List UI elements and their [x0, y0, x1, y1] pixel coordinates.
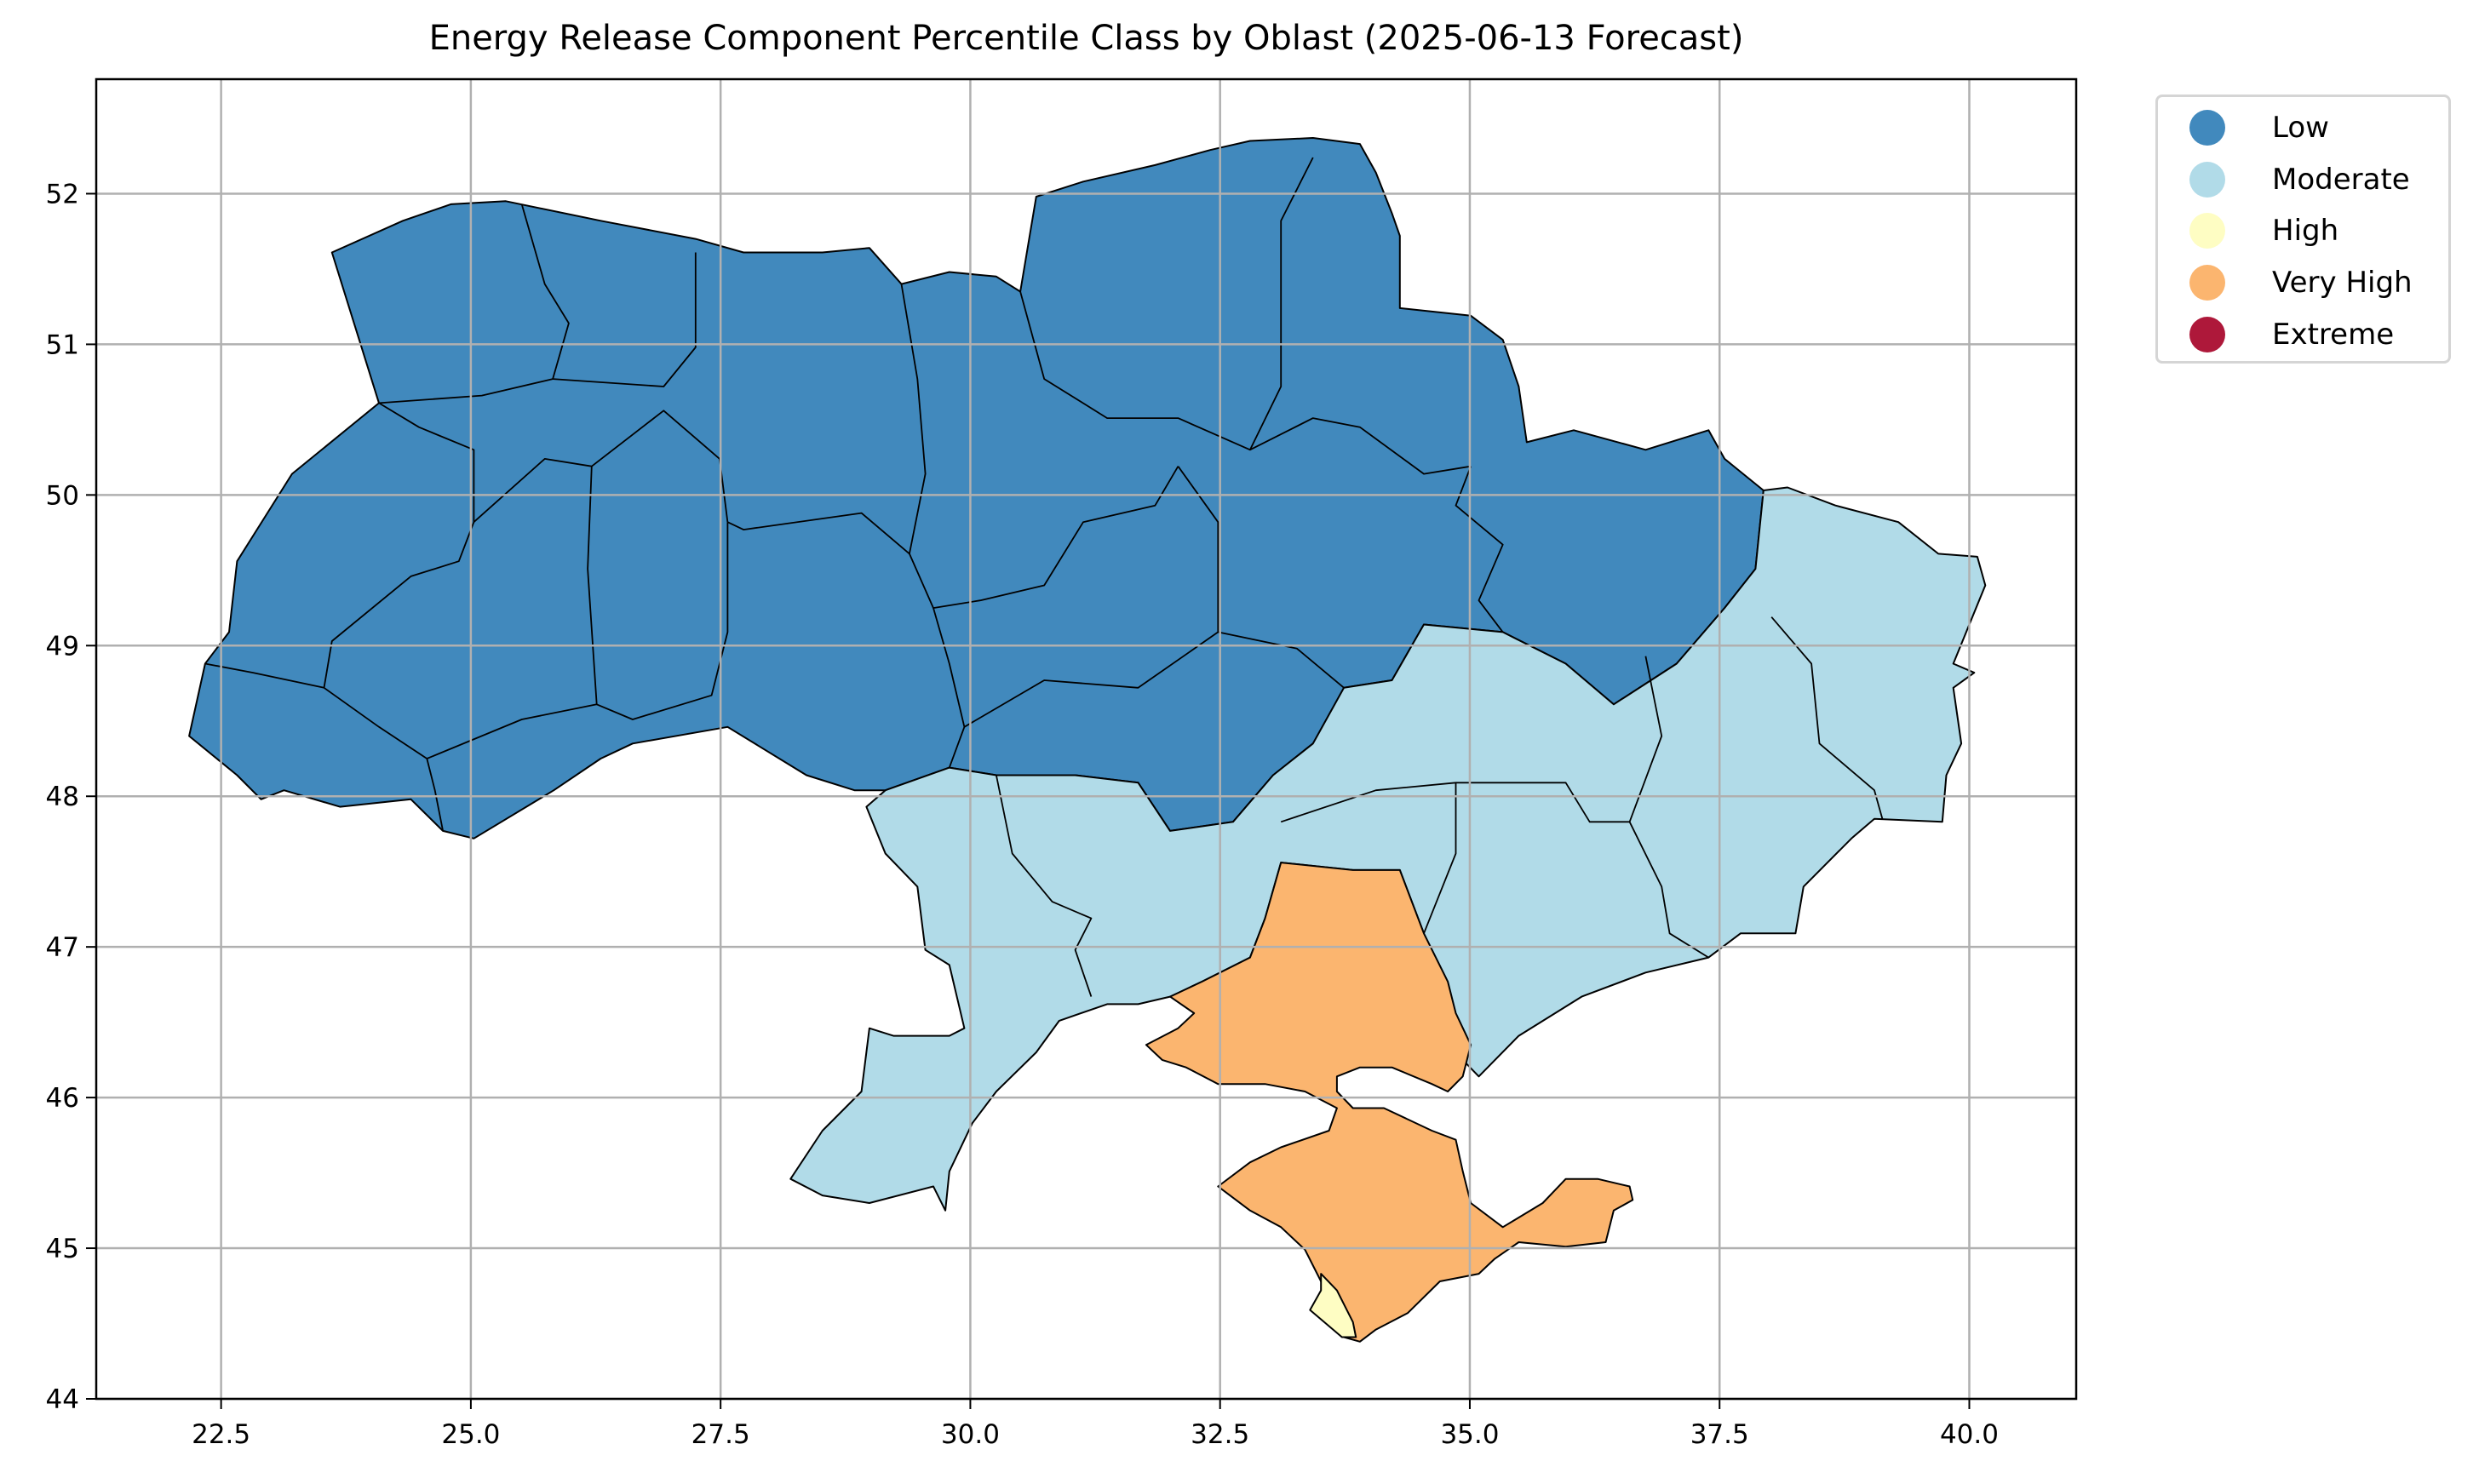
oblast-boundary: [1249, 417, 1472, 475]
region-very-high: [1145, 862, 1634, 1343]
oblast-boundary: [1218, 631, 1345, 689]
y-tick-label: 47: [46, 932, 79, 963]
oblast-boundary: [378, 203, 570, 404]
oblast-boundary: [1423, 782, 1457, 934]
x-tick-label: 37.5: [1690, 1419, 1749, 1450]
legend-label: High: [2272, 214, 2339, 248]
legend-marker-very-high: [2189, 265, 2225, 301]
legend-marker-low: [2189, 110, 2225, 146]
legend-item-extreme: Extreme: [2158, 313, 2394, 356]
legend-marker-high: [2189, 213, 2225, 249]
x-tick-label: 35.0: [1440, 1419, 1499, 1450]
oblast-boundary: [932, 607, 966, 768]
x-tick-label: 22.5: [192, 1419, 250, 1450]
oblast-boundary: [553, 252, 697, 387]
x-tick-label: 40.0: [1940, 1419, 1999, 1450]
oblast-boundary: [1019, 157, 1314, 451]
x-tick-label: 30.0: [941, 1419, 1000, 1450]
oblast-boundary: [1770, 616, 1884, 820]
oblast-boundary: [426, 703, 597, 759]
y-tick-label: 45: [46, 1234, 79, 1264]
legend-item-high: High: [2158, 209, 2338, 252]
legend-marker-moderate: [2189, 162, 2225, 198]
oblast-boundary: [323, 402, 475, 688]
legend-marker-extreme: [2189, 317, 2225, 352]
y-tick-label: 48: [46, 782, 79, 812]
legend: Low Moderate High Very High Extreme: [2155, 95, 2451, 364]
legend-label: Extreme: [2272, 318, 2395, 352]
legend-label: Moderate: [2272, 163, 2410, 197]
oblast-boundary: [963, 466, 1219, 728]
region-high: [1309, 1273, 1357, 1338]
x-tick-label: 32.5: [1191, 1419, 1249, 1450]
oblast-boundary: [204, 662, 444, 832]
regions-layer: [188, 137, 1987, 1343]
legend-item-very-high: Very High: [2158, 261, 2413, 304]
y-tick-label: 50: [46, 480, 79, 511]
region-moderate: [789, 486, 1987, 1212]
legend-label: Very High: [2272, 266, 2413, 300]
y-tick-label: 44: [46, 1384, 79, 1415]
legend-label: Low: [2272, 111, 2329, 145]
oblast-boundary: [996, 775, 1093, 997]
axes-layer: 22.5 25.0 27.5 30.0 32.5 35.0 37.5 40.0 44 45 46 47…: [46, 77, 2078, 1450]
y-tick-label: 46: [46, 1083, 79, 1114]
y-tick-label: 51: [46, 329, 79, 360]
oblast-boundary: [587, 466, 729, 720]
y-tick-label: 52: [46, 179, 79, 209]
oblast-boundary: [1455, 466, 1504, 633]
oblast-boundaries-layer: [204, 157, 1884, 997]
plot-frame: [95, 77, 2078, 1401]
oblast-boundary: [1628, 656, 1709, 959]
x-tick-label: 27.5: [691, 1419, 750, 1450]
chart-title: Energy Release Component Percentile Clas…: [428, 19, 1744, 58]
x-tick-label: 25.0: [441, 1419, 500, 1450]
legend-item-low: Low: [2158, 106, 2329, 149]
legend-item-moderate: Moderate: [2158, 158, 2410, 201]
y-tick-label: 49: [46, 631, 79, 662]
